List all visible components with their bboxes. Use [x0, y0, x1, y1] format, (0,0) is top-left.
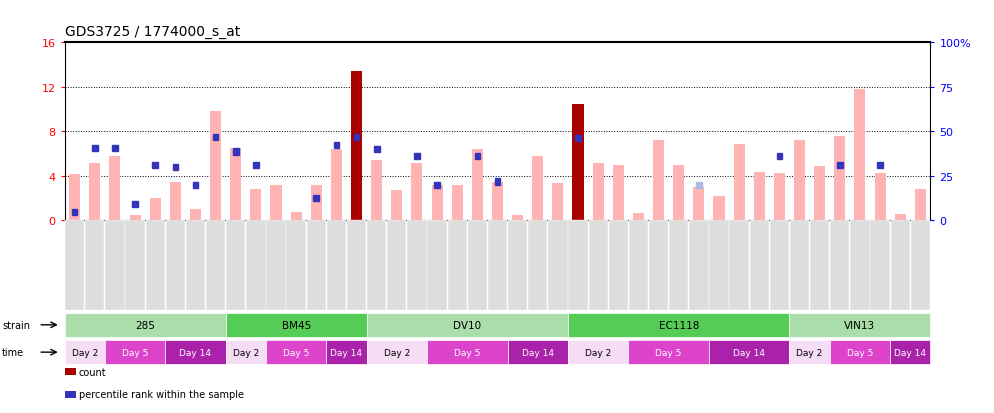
Text: Day 14: Day 14 [522, 348, 554, 357]
Bar [129, 216, 140, 221]
Text: Day 14: Day 14 [895, 348, 926, 357]
Bar [753, 172, 764, 221]
Bar [311, 185, 322, 221]
Bar [696, 183, 702, 188]
Bar [210, 112, 221, 221]
Bar [834, 137, 845, 221]
Bar [895, 214, 906, 221]
Bar [371, 161, 383, 221]
Text: EC1118: EC1118 [658, 320, 699, 330]
Bar [193, 183, 198, 188]
Bar [231, 149, 242, 221]
Text: Day 14: Day 14 [734, 348, 765, 357]
Bar [653, 141, 664, 221]
Text: time: time [2, 347, 24, 357]
Text: count: count [79, 367, 106, 377]
Bar [693, 188, 705, 221]
Text: percentile rank within the sample: percentile rank within the sample [79, 389, 244, 399]
Text: value, Detection Call = ABSENT: value, Detection Call = ABSENT [79, 412, 234, 413]
Bar [431, 185, 442, 221]
Bar [878, 162, 883, 169]
Text: strain: strain [2, 320, 30, 330]
Bar [70, 174, 81, 221]
Bar [250, 190, 261, 221]
Bar [290, 212, 302, 221]
Bar [576, 136, 580, 142]
Text: Day 5: Day 5 [454, 348, 480, 357]
Bar [190, 210, 201, 221]
Bar [270, 185, 281, 221]
Text: Day 2: Day 2 [72, 348, 97, 357]
Text: Day 14: Day 14 [180, 348, 212, 357]
Bar [412, 163, 422, 221]
Bar [472, 150, 483, 221]
Text: DV10: DV10 [453, 320, 481, 330]
Bar [734, 145, 745, 221]
Bar [837, 162, 843, 169]
Bar [392, 191, 403, 221]
Bar [152, 162, 158, 169]
Bar [492, 182, 503, 221]
Bar [633, 213, 644, 221]
Text: GDS3725 / 1774000_s_at: GDS3725 / 1774000_s_at [65, 25, 240, 39]
Bar [150, 199, 161, 221]
Text: Day 2: Day 2 [796, 348, 823, 357]
Bar [112, 146, 117, 152]
Bar [170, 182, 181, 221]
Text: Day 2: Day 2 [384, 348, 410, 357]
Bar [814, 166, 825, 221]
Text: BM45: BM45 [281, 320, 311, 330]
Bar [92, 146, 97, 152]
Bar [914, 190, 925, 221]
Bar [573, 204, 583, 221]
Text: Day 5: Day 5 [283, 348, 309, 357]
Text: Day 5: Day 5 [655, 348, 682, 357]
Bar [714, 197, 725, 221]
Bar [794, 141, 805, 221]
Bar [495, 179, 500, 185]
Bar [132, 201, 138, 207]
Bar [532, 157, 544, 221]
Text: Day 14: Day 14 [330, 348, 363, 357]
Bar [233, 149, 239, 155]
Bar [592, 163, 603, 221]
Bar [414, 154, 419, 160]
Bar [354, 135, 360, 141]
Text: Day 5: Day 5 [847, 348, 873, 357]
Bar [351, 72, 362, 221]
Text: Day 2: Day 2 [585, 348, 611, 357]
Bar [776, 154, 782, 160]
Bar [351, 90, 362, 221]
Bar [331, 150, 342, 221]
Bar [774, 173, 785, 221]
Text: Day 2: Day 2 [233, 348, 259, 357]
Bar [434, 183, 440, 188]
Bar [253, 162, 258, 169]
Bar [334, 142, 339, 149]
Bar [109, 157, 120, 221]
Bar [573, 104, 583, 221]
Bar [89, 163, 100, 221]
Bar [612, 166, 624, 221]
Text: VIN13: VIN13 [844, 320, 876, 330]
Bar [512, 216, 523, 221]
Bar [173, 165, 178, 171]
Bar [213, 135, 219, 141]
Bar [374, 147, 380, 153]
Bar [875, 173, 886, 221]
Bar [451, 185, 463, 221]
Bar [553, 183, 564, 221]
Bar [474, 154, 480, 160]
Text: Day 5: Day 5 [122, 348, 148, 357]
Bar [72, 209, 78, 215]
Bar [673, 166, 684, 221]
Bar [855, 90, 866, 221]
Bar [313, 196, 319, 202]
Text: 285: 285 [135, 320, 155, 330]
